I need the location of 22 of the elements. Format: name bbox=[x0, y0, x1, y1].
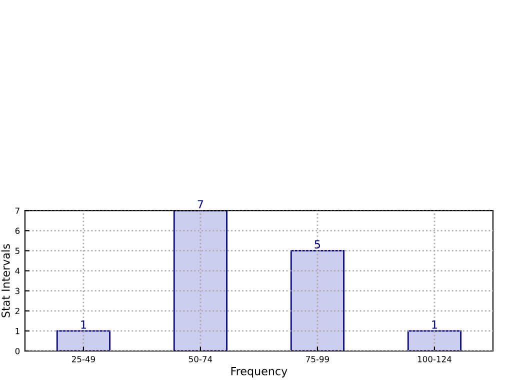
data-label: 1 bbox=[81, 320, 86, 329]
data-label: 5 bbox=[314, 240, 320, 249]
y-tick-label: 6 bbox=[15, 228, 20, 234]
x-tick-label: 25-49 bbox=[72, 356, 95, 362]
data-label: 1 bbox=[432, 320, 437, 329]
x-tick-label: 100-124 bbox=[418, 356, 452, 362]
y-tick-label: 2 bbox=[15, 308, 20, 314]
y-axis-title: Stat Intervals bbox=[1, 244, 10, 318]
bar bbox=[173, 210, 228, 351]
x-tick-label: 50-74 bbox=[188, 356, 212, 362]
y-tick-label: 3 bbox=[15, 288, 20, 294]
bar bbox=[56, 330, 110, 351]
y-tick-label: 7 bbox=[15, 208, 20, 214]
data-label: 7 bbox=[198, 200, 204, 208]
x-tick-label: 75-99 bbox=[306, 356, 329, 362]
bar bbox=[407, 330, 462, 351]
y-tick-label: 1 bbox=[16, 328, 20, 334]
x-axis-title: Frequency bbox=[231, 367, 288, 378]
y-tick-label: 0 bbox=[15, 348, 20, 354]
y-tick-label: 5 bbox=[15, 248, 20, 254]
y-tick-label: 4 bbox=[15, 268, 20, 274]
bar bbox=[290, 250, 344, 351]
